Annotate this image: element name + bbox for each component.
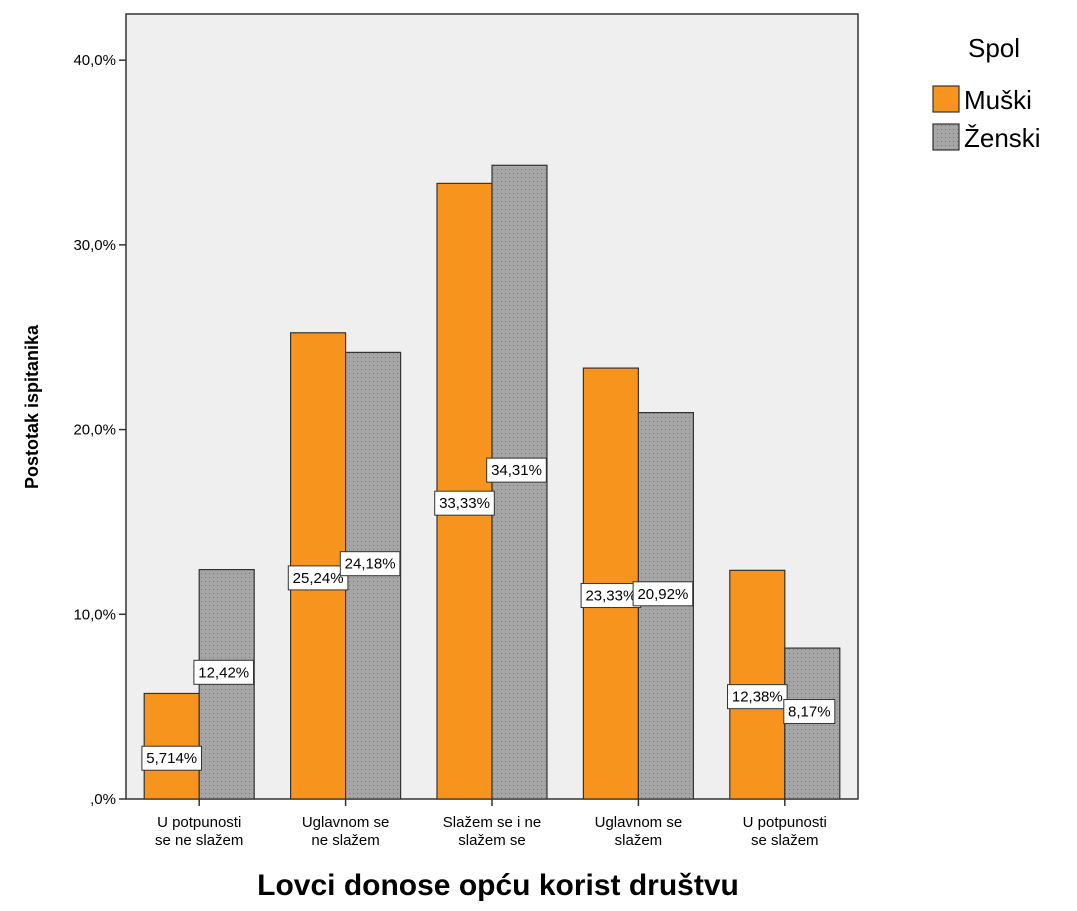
x-tick-label: Uglavnom se <box>302 814 390 831</box>
data-label-text: 33,33% <box>439 495 490 512</box>
data-label: 20,92% <box>632 581 694 607</box>
x-tick-label: slažem se <box>458 832 526 849</box>
data-label-box <box>486 457 547 483</box>
legend-swatch <box>932 85 960 113</box>
data-label-text: 12,38% <box>732 689 783 706</box>
y-tick-label: 40,0% <box>73 52 116 69</box>
data-label-box <box>287 565 349 591</box>
data-label-text: 25,24% <box>293 570 344 587</box>
y-tick-label: ,0% <box>90 791 116 808</box>
y-axis: ,0% 10,0% 20,0% 30,0% 40,0% <box>73 52 126 808</box>
x-tick-label: se ne slažem <box>155 832 243 849</box>
y-tick-label: 20,0% <box>73 422 116 439</box>
x-tick-label: U potpunosti <box>743 814 827 831</box>
data-label-box <box>193 659 254 685</box>
legend-label: Ženski <box>964 123 1041 153</box>
data-label-box <box>727 684 788 710</box>
legend-label: Muški <box>964 85 1032 115</box>
x-tick-label: Uglavnom se <box>595 814 683 831</box>
x-tick-label: U potpunosti <box>157 814 241 831</box>
data-label: 24,18% <box>339 551 401 577</box>
y-tick-label: 10,0% <box>73 606 116 623</box>
data-label: 25,24% <box>287 565 349 591</box>
data-label-text: 12,42% <box>198 664 249 681</box>
data-label-text: 34,31% <box>491 462 542 479</box>
data-label: 34,31% <box>486 457 547 483</box>
data-label: 5,714% <box>141 745 202 771</box>
legend-swatch <box>932 123 960 151</box>
x-tick-label: slažem <box>615 832 663 849</box>
data-label-text: 24,18% <box>345 556 396 573</box>
data-label: 8,17% <box>783 699 836 725</box>
data-label: 23,33% <box>580 583 642 609</box>
data-label-box <box>580 583 642 609</box>
legend: Spol Muški Ženski <box>932 33 1041 153</box>
data-label-box <box>141 745 202 771</box>
data-label: 12,42% <box>193 659 254 685</box>
y-tick-label: 30,0% <box>73 237 116 254</box>
data-label-box <box>783 699 836 725</box>
data-label: 33,33% <box>434 490 495 516</box>
data-label-box <box>632 581 694 607</box>
data-labels: 5,714% 12,42% 25,24%24,18% 33,33%34,31% 23,3… <box>141 457 836 771</box>
x-axis-title: Lovci donose opću korist društvu <box>257 869 739 902</box>
y-axis-title: Postotak ispitanika <box>22 324 42 489</box>
data-label-box <box>434 490 495 516</box>
data-label-box <box>339 551 401 577</box>
data-label-text: 5,714% <box>146 750 197 767</box>
x-tick-label: Slažem se i ne <box>443 814 541 831</box>
x-tick-label: ne slažem <box>311 832 379 849</box>
x-tick-label: se slažem <box>751 832 819 849</box>
legend-title: Spol <box>968 33 1020 63</box>
data-label: 12,38% <box>727 684 788 710</box>
data-label-text: 20,92% <box>637 586 688 603</box>
data-label-text: 8,17% <box>788 704 831 721</box>
data-label-text: 23,33% <box>585 588 636 605</box>
